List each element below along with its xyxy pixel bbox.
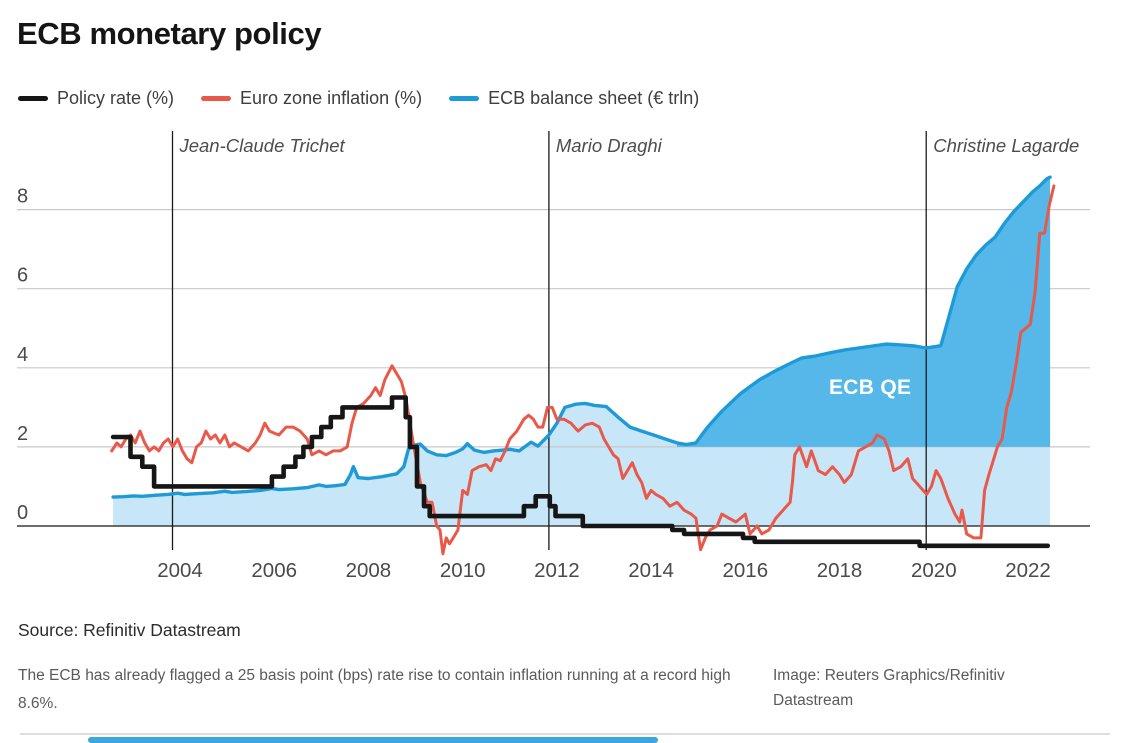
balance-sheet-line xyxy=(111,175,1052,499)
qe-area xyxy=(677,177,1051,447)
x-axis-label: 2006 xyxy=(251,559,297,582)
chart-svg: 0 2 4 6 8 2004 2006 2008 2010 2012 2014 2016 2018 202… xyxy=(17,131,1090,582)
caption-line-2: 8.6%. xyxy=(18,695,58,712)
x-axis-label: 2018 xyxy=(817,559,863,582)
legend-item-policy-rate: Policy rate (%) xyxy=(18,88,174,109)
inflation-swatch-icon xyxy=(201,96,232,101)
x-axis-label: 2016 xyxy=(722,559,768,582)
legend-item-inflation: Euro zone inflation (%) xyxy=(201,88,422,109)
y-axis-label: 8 xyxy=(17,186,28,208)
policy-rate-line xyxy=(110,395,1051,549)
footer-divider xyxy=(20,733,1110,735)
caption-text: The ECB has already flagged a 25 basis p… xyxy=(18,662,766,718)
y-axis-label: 6 xyxy=(17,265,28,287)
x-axis-label: 2014 xyxy=(628,559,674,582)
president-label-0: Jean-Claude Trichet xyxy=(179,135,345,156)
inflation-line xyxy=(110,184,1056,556)
qe-annotation-label: ECB QE xyxy=(828,375,912,399)
legend-label-inflation: Euro zone inflation (%) xyxy=(240,88,423,108)
x-axis-label: 2022 xyxy=(1005,559,1051,582)
chart-area: 0 2 4 6 8 2004 2006 2008 2010 2012 2014 2016 2018 202… xyxy=(17,131,1090,582)
horizontal-scrollbar-thumb[interactable] xyxy=(88,737,658,743)
y-axis-label: 2 xyxy=(17,423,28,445)
x-axis-label: 2020 xyxy=(911,559,957,582)
y-axis-label: 4 xyxy=(17,344,28,366)
source-text: Source: Refinitiv Datastream xyxy=(18,620,241,640)
x-axis-label: 2008 xyxy=(346,559,392,582)
x-axis-label: 2012 xyxy=(534,559,580,582)
credit-line-1: Image: Reuters Graphics/Refinitiv xyxy=(773,667,1005,684)
policy-rate-swatch-icon xyxy=(18,96,48,101)
page-title: ECB monetary policy xyxy=(17,16,322,51)
legend-label-policy-rate: Policy rate (%) xyxy=(57,88,175,108)
president-label-2: Christine Lagarde xyxy=(933,135,1080,156)
president-label-1: Mario Draghi xyxy=(555,135,662,156)
legend-label-balance-sheet: ECB balance sheet (€ trln) xyxy=(488,88,700,108)
credit-text: Image: Reuters Graphics/Refinitiv Datast… xyxy=(773,663,1053,713)
caption-line-1: The ECB has already flagged a 25 basis p… xyxy=(18,667,731,684)
legend: Policy rate (%) Euro zone inflation (%) … xyxy=(18,88,699,109)
credit-line-2: Datastream xyxy=(773,692,854,709)
y-axis-label: 0 xyxy=(17,502,28,524)
legend-item-balance-sheet: ECB balance sheet (€ trln) xyxy=(449,88,699,109)
balance-sheet-swatch-icon xyxy=(449,96,480,101)
x-axis-label: 2004 xyxy=(157,559,203,582)
x-axis-label: 2010 xyxy=(440,559,486,582)
